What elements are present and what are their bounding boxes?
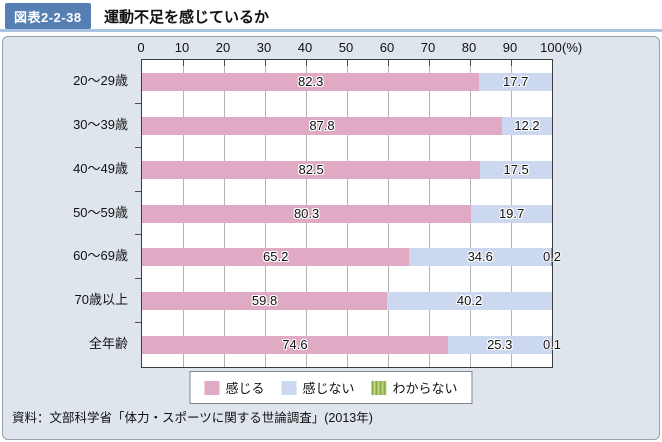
bar-value-label: 80.3 xyxy=(293,205,320,221)
category-label: 70歳以上 xyxy=(74,292,128,308)
bar-value-label: 82.5 xyxy=(298,161,324,177)
bar-row: 59.8 40.2 xyxy=(142,292,552,311)
legend-label-not-feel: 感じない xyxy=(302,381,355,396)
bar-segment-feel: 65.2 xyxy=(142,248,410,267)
axis-tick-mark xyxy=(347,60,348,66)
bar-row: 65.2 34.6 0.2 xyxy=(142,248,561,267)
bar-segment-feel: 80.3 xyxy=(142,204,472,223)
axis-tick-mark xyxy=(388,60,389,66)
y-axis-tick-mark xyxy=(135,146,141,148)
bar-value-label: 34.6 xyxy=(467,249,493,265)
y-axis-tick-mark xyxy=(135,234,141,236)
bar-segment-not-feel: 17.5 xyxy=(480,160,552,179)
x-axis-tick-label: 0 xyxy=(137,40,145,55)
x-axis-tick-label: 30 xyxy=(256,40,272,55)
bar-value-label: 12.2 xyxy=(514,117,540,133)
axis-tick-mark xyxy=(470,60,471,66)
x-axis-tick-label: 100 xyxy=(540,40,562,55)
x-axis-tick-label: 80 xyxy=(461,40,477,55)
x-axis: (%) 0 10 20 30 40 50 60 70 80 90 100 xyxy=(137,40,582,58)
bar-row: 87.8 12.2 xyxy=(142,116,552,135)
category-label: 20〜29歳 xyxy=(73,72,128,88)
legend-swatch-unknown xyxy=(371,380,387,395)
legend-item-unknown: わからない xyxy=(371,378,458,397)
bar-value-label-unknown: 0.1 xyxy=(542,337,562,353)
bar-segment-not-feel: 25.3 xyxy=(447,336,552,355)
bar-value-label: 19.7 xyxy=(498,205,525,221)
legend-swatch-feel xyxy=(204,380,220,395)
bar-value-label: 17.7 xyxy=(503,73,529,89)
bar-segment-feel: 59.8 xyxy=(142,292,388,311)
category-label: 50〜59歳 xyxy=(73,204,128,220)
bar-value-label: 17.5 xyxy=(503,161,529,177)
figure-number-badge: 図表2-2-38 xyxy=(5,3,91,29)
bar-segment-not-feel: 17.7 xyxy=(479,72,552,91)
x-axis-tick-label: 20 xyxy=(215,40,231,55)
axis-tick-mark xyxy=(183,60,184,66)
x-axis-tick-label: 70 xyxy=(420,40,436,55)
legend-item-feel: 感じる xyxy=(204,378,264,397)
bar-row: 82.5 17.5 xyxy=(142,160,552,179)
bar-segment-feel: 87.8 xyxy=(142,116,502,135)
bar-segment-not-feel: 40.2 xyxy=(387,292,552,311)
plot-area: 82.3 17.7 87.8 12.2 82.5 17.5 80.3 19.7 65.2 34.6… xyxy=(141,59,561,368)
bar-segment-not-feel: 12.2 xyxy=(501,116,552,135)
axis-tick-mark xyxy=(265,60,266,66)
bar-segment-not-feel: 19.7 xyxy=(471,204,552,223)
bar-value-label: 59.8 xyxy=(251,293,278,309)
source-note: 資料：文部科学省「体力・スポーツに関する世論調査」(2013年) xyxy=(12,411,373,425)
legend-swatch-not-feel xyxy=(281,380,297,395)
axis-tick-mark xyxy=(511,60,512,66)
x-axis-tick-label: 60 xyxy=(379,40,395,55)
legend-label-unknown: わからない xyxy=(392,381,458,396)
bar-value-label: 87.8 xyxy=(309,117,335,133)
axis-tick-mark xyxy=(429,60,430,66)
bar-value-label: 25.3 xyxy=(487,337,513,353)
bar-segment-feel: 82.5 xyxy=(142,160,481,179)
legend-label-feel: 感じる xyxy=(225,381,265,396)
bar-row: 82.3 17.7 xyxy=(142,72,552,91)
bar-value-label: 74.6 xyxy=(282,337,308,353)
bar-row: 80.3 19.7 xyxy=(142,204,552,223)
x-axis-unit: (%) xyxy=(562,40,583,55)
x-axis-tick-label: 10 xyxy=(174,40,190,55)
x-axis-tick-label: 90 xyxy=(502,40,518,55)
axis-tick-mark xyxy=(224,60,225,66)
legend: 感じる 感じない わからない xyxy=(189,371,473,404)
figure-title: 運動不足を感じているか xyxy=(104,9,270,26)
category-label: 60〜69歳 xyxy=(73,248,128,264)
bar-value-label-unknown: 0.2 xyxy=(542,249,562,265)
bar-value-label: 82.3 xyxy=(298,73,324,89)
category-label: 全年齢 xyxy=(88,336,128,352)
x-axis-tick-label: 40 xyxy=(297,40,313,55)
y-axis-tick-mark xyxy=(135,190,141,192)
bar-segment-not-feel: 34.6 xyxy=(409,248,552,267)
y-axis-tick-mark xyxy=(135,322,141,324)
y-axis-tick-mark xyxy=(135,102,141,104)
bar-value-label: 65.2 xyxy=(263,249,289,265)
bar-segment-feel: 74.6 xyxy=(142,336,448,355)
y-axis-tick-mark xyxy=(135,278,141,280)
bar-value-label: 40.2 xyxy=(456,293,483,309)
bar-segment-unknown xyxy=(551,248,552,267)
category-label: 30〜39歳 xyxy=(73,116,128,132)
figure-header: 図表2-2-38 運動不足を感じているか xyxy=(0,0,662,32)
bar-row: 74.6 25.3 0.1 xyxy=(142,336,561,355)
bar-segment-feel: 82.3 xyxy=(142,72,480,91)
category-label: 40〜49歳 xyxy=(73,160,128,176)
axis-tick-mark xyxy=(306,60,307,66)
chart-panel: (%) 0 10 20 30 40 50 60 70 80 90 100 82.3 17.7 87.8 1… xyxy=(2,36,660,440)
x-axis-tick-label: 50 xyxy=(338,40,354,55)
legend-item-not-feel: 感じない xyxy=(281,378,355,397)
